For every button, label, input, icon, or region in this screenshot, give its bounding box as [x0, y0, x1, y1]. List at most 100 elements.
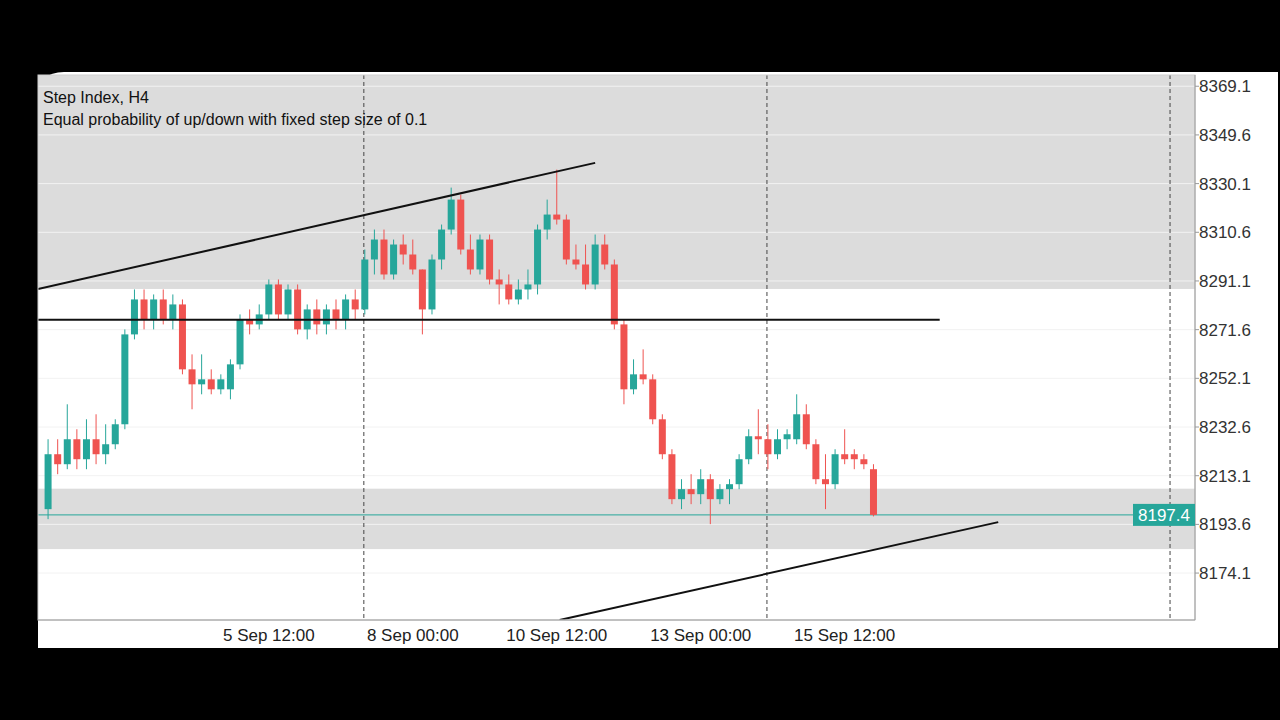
candle-body [553, 215, 560, 220]
candle-body [313, 309, 320, 324]
candle-body [515, 289, 522, 299]
candle-body [352, 299, 359, 309]
candle-wick [499, 269, 500, 304]
grid-line [38, 573, 1195, 574]
plot-frame [38, 75, 1195, 620]
candle-body [659, 419, 666, 454]
candle-body [793, 414, 800, 439]
candle-wick [729, 479, 730, 504]
candle-body [237, 319, 244, 364]
chart: 8174.18193.68213.18232.68252.18271.68291… [0, 0, 1280, 720]
chart-panel [38, 72, 1278, 648]
candle-body [54, 454, 61, 464]
y-tick-label: 8310.6 [1199, 223, 1251, 242]
candle-wick [527, 269, 528, 299]
candle-body [371, 240, 378, 260]
candle-body [73, 439, 80, 459]
candle-body [649, 379, 656, 419]
candle-body [505, 284, 512, 299]
candle-body [688, 489, 695, 494]
current-price-line [38, 514, 1195, 515]
y-tick-label: 8330.1 [1199, 175, 1251, 194]
candle-body [774, 439, 781, 454]
candle-wick [758, 409, 759, 454]
trend-line [560, 522, 999, 620]
candle-body [476, 240, 483, 270]
candle-body [582, 264, 589, 284]
candle-body [640, 374, 647, 379]
x-axis-line [38, 620, 1195, 621]
candle-body [467, 250, 474, 270]
candle-body [361, 259, 368, 309]
candle-body [102, 444, 109, 454]
current-price-tag: 8197.4 [1133, 504, 1195, 526]
candle-body [697, 479, 704, 494]
candle-body [620, 324, 627, 389]
grid-line [38, 183, 1195, 184]
candle-body [524, 284, 531, 289]
candle-body [131, 299, 138, 334]
candle-body [716, 489, 723, 499]
candle-body [736, 459, 743, 484]
y-tick-label: 8271.6 [1199, 321, 1251, 340]
candle-body [592, 245, 599, 285]
candle-body [668, 454, 675, 499]
candle-body [572, 259, 579, 264]
candle-body [275, 284, 282, 314]
candle-body [342, 299, 349, 319]
candle-body [285, 289, 292, 314]
period-separator [766, 75, 767, 620]
candle-body [841, 454, 848, 459]
x-tick-label: 8 Sep 00:00 [367, 626, 459, 645]
grid-line [38, 329, 1195, 330]
candle-body [448, 200, 455, 230]
x-tick-label: 15 Sep 12:00 [794, 626, 895, 645]
current-price-label: 8197.4 [1138, 506, 1190, 525]
candle-body [601, 245, 608, 265]
candle-body [83, 439, 90, 459]
candle-body [544, 215, 551, 230]
candle-body [678, 489, 685, 499]
candle-body [486, 240, 493, 280]
current-price-box [1133, 504, 1195, 526]
y-tick-label: 8193.6 [1199, 515, 1251, 534]
candle-body [323, 309, 330, 324]
candle-body [208, 379, 215, 389]
candle-body [832, 454, 839, 484]
candle-body [380, 240, 387, 275]
candle-body [64, 439, 71, 464]
y-tick-label: 8291.1 [1199, 272, 1251, 291]
candle-body [227, 364, 234, 389]
candle-body [812, 444, 819, 479]
candle-wick [575, 245, 576, 270]
candle-body [189, 369, 196, 384]
candle-body [726, 484, 733, 489]
candle-body [784, 434, 791, 439]
title: Step Index, H4 [43, 89, 149, 106]
grid-line [38, 427, 1195, 428]
candle-body [457, 200, 464, 250]
period-separator [1170, 75, 1171, 620]
candle-body [217, 379, 224, 389]
subtitle: Equal probability of up/down with fixed … [43, 111, 427, 128]
price-zone [38, 75, 1195, 289]
candle-body [563, 220, 570, 260]
candle-body [822, 479, 829, 484]
x-tick-label: 13 Sep 00:00 [650, 626, 751, 645]
grid-line [38, 134, 1195, 135]
candle-body [611, 264, 618, 324]
horizontal-level [38, 319, 940, 321]
y-axis-line [1195, 75, 1196, 620]
y-tick-label: 8252.1 [1199, 369, 1251, 388]
grid-line [38, 86, 1195, 87]
x-tick-label: 10 Sep 12:00 [506, 626, 607, 645]
grid-line [38, 232, 1195, 233]
x-tick-label: 5 Sep 12:00 [223, 626, 315, 645]
candle-body [93, 439, 100, 454]
y-tick-label: 8174.1 [1199, 564, 1251, 583]
candle-body [707, 479, 714, 499]
candle-body [160, 299, 167, 319]
candle-body [179, 304, 186, 369]
candle-body [438, 230, 445, 260]
candle-body [534, 230, 541, 285]
